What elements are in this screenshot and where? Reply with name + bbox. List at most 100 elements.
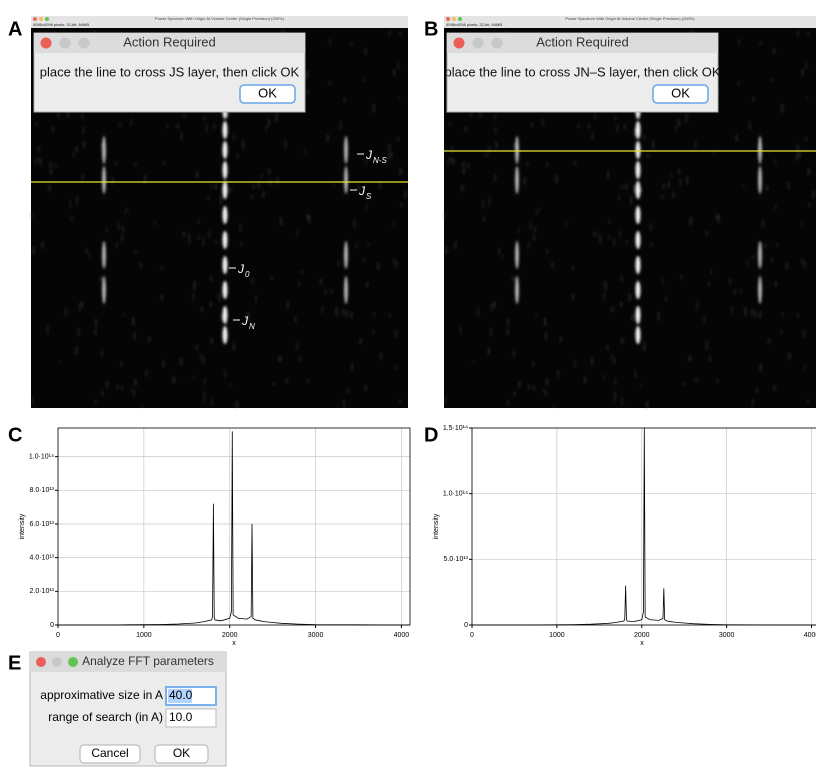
field-value[interactable]: 10.0 <box>169 710 193 724</box>
x-tick-label: 0 <box>56 632 60 639</box>
speckle <box>808 167 810 176</box>
text-field[interactable] <box>165 708 217 728</box>
speckle <box>472 360 474 364</box>
button[interactable] <box>154 744 209 764</box>
window-titlebar <box>31 16 408 28</box>
annotation-sub: N-S <box>373 156 387 165</box>
speckle <box>460 325 462 335</box>
speckle <box>512 276 514 281</box>
speckle <box>759 311 761 319</box>
speckle <box>603 375 605 380</box>
speckle <box>513 350 515 358</box>
speckle <box>652 140 654 149</box>
speckle <box>463 168 465 175</box>
x-tick-label: 2000 <box>634 632 650 639</box>
speckle <box>752 399 754 407</box>
ok-button-label[interactable]: OK <box>258 85 277 100</box>
speckle <box>286 378 288 383</box>
dialog-title: Action Required <box>123 34 216 49</box>
speckle <box>366 204 368 210</box>
speckle <box>189 236 191 244</box>
speckle <box>572 293 574 301</box>
ok-button-label[interactable]: OK <box>671 85 690 100</box>
speckle <box>379 181 381 190</box>
button-label[interactable]: OK <box>173 746 190 760</box>
speckle <box>124 211 126 215</box>
speckle <box>69 200 71 208</box>
window-info: 4096x4096 pixels; 32-bit; 64MB <box>33 22 89 27</box>
speckle <box>345 310 347 318</box>
speckle <box>453 159 455 166</box>
speckle <box>797 143 799 153</box>
speckle <box>342 308 344 315</box>
x-tick-label: 3000 <box>308 632 324 639</box>
speckle <box>710 269 712 275</box>
speckle <box>801 258 803 264</box>
speckle <box>273 382 275 386</box>
speckle <box>621 185 623 189</box>
speckle <box>112 177 114 185</box>
speckle <box>131 388 133 392</box>
speckle <box>268 168 270 174</box>
speckle <box>213 123 215 130</box>
button[interactable] <box>79 744 141 764</box>
speckle <box>218 293 220 302</box>
speckle <box>445 246 447 255</box>
speckle <box>393 69 395 76</box>
speckle <box>116 242 118 249</box>
speckle <box>591 357 593 366</box>
speckle <box>133 390 135 396</box>
speckle <box>640 188 642 192</box>
y-tick-label: 1.0·10¹⁴ <box>29 453 54 460</box>
button-label[interactable]: Cancel <box>91 746 128 760</box>
dialog-window-button <box>52 657 62 667</box>
ok-button[interactable] <box>652 84 709 104</box>
x-tick-label: 0 <box>470 632 474 639</box>
speckle <box>625 183 627 190</box>
speckle <box>665 295 667 303</box>
speckle <box>501 254 503 258</box>
speckle <box>479 109 481 118</box>
speckle <box>40 159 42 166</box>
speckle <box>255 295 257 303</box>
x-tick-label: 1000 <box>549 632 565 639</box>
speckle <box>675 125 677 132</box>
image-window: Power Spectrum With Origin At Volume Cen… <box>31 16 408 409</box>
streak <box>222 141 228 159</box>
speckle <box>626 240 628 244</box>
speckle <box>192 375 194 380</box>
speckle <box>706 340 708 350</box>
speckle <box>690 217 692 226</box>
speckle <box>574 161 576 165</box>
speckle <box>380 352 382 361</box>
speckle <box>329 39 331 46</box>
speckle <box>340 121 342 130</box>
speckle <box>804 261 806 268</box>
streak <box>102 166 106 194</box>
field-value[interactable]: 40.0 <box>169 688 193 702</box>
speckle <box>122 225 124 233</box>
speckle <box>203 392 205 401</box>
y-tick-label: 8.0·10¹³ <box>29 487 54 494</box>
speckle <box>67 109 69 118</box>
speckle <box>704 316 706 323</box>
speckle <box>534 225 536 233</box>
streak <box>758 241 762 269</box>
speckle <box>620 301 622 307</box>
streak <box>222 181 228 199</box>
speckle <box>258 180 260 189</box>
speckle <box>805 61 807 70</box>
ok-button[interactable] <box>239 84 296 104</box>
streak <box>102 241 106 269</box>
speckle <box>221 314 223 321</box>
speckle <box>162 360 164 368</box>
dialog-title: Analyze FFT parameters <box>82 654 214 668</box>
speckle <box>449 122 451 126</box>
speckle <box>38 146 40 153</box>
speckle <box>389 30 391 36</box>
speckle <box>252 277 254 284</box>
speckle <box>329 81 331 86</box>
speckle <box>42 241 44 249</box>
speckle <box>613 357 615 364</box>
speckle <box>333 184 335 189</box>
